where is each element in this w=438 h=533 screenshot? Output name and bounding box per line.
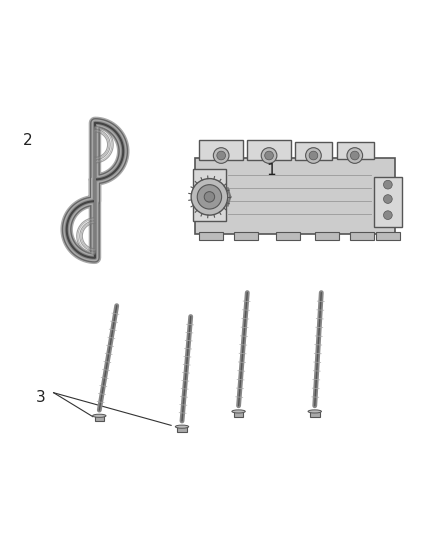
Circle shape: [384, 195, 392, 204]
Bar: [376, 232, 399, 240]
Circle shape: [350, 151, 359, 160]
Bar: [195, 158, 395, 234]
Bar: [199, 232, 223, 240]
Bar: [199, 140, 243, 160]
Circle shape: [306, 148, 321, 163]
Bar: [95, 416, 104, 421]
Bar: [336, 142, 374, 158]
Ellipse shape: [308, 410, 321, 413]
Text: 2: 2: [23, 133, 32, 148]
Circle shape: [261, 148, 277, 163]
Circle shape: [309, 151, 318, 160]
Circle shape: [384, 211, 392, 220]
Ellipse shape: [175, 425, 189, 428]
Ellipse shape: [232, 410, 245, 413]
Bar: [374, 177, 402, 228]
Bar: [310, 411, 320, 417]
Bar: [193, 168, 226, 221]
Circle shape: [347, 148, 363, 163]
Circle shape: [191, 179, 228, 215]
Ellipse shape: [92, 414, 106, 417]
Circle shape: [384, 180, 392, 189]
Text: 1: 1: [266, 163, 276, 178]
Bar: [234, 411, 244, 417]
Bar: [295, 142, 332, 160]
Circle shape: [213, 148, 229, 163]
Bar: [315, 232, 339, 240]
Bar: [276, 232, 300, 240]
Bar: [350, 232, 374, 240]
Circle shape: [217, 151, 226, 160]
Text: 3: 3: [35, 390, 46, 405]
Circle shape: [265, 151, 273, 160]
Circle shape: [197, 184, 222, 209]
Bar: [177, 426, 187, 432]
Bar: [247, 140, 291, 160]
Circle shape: [204, 192, 215, 202]
Bar: [234, 232, 258, 240]
